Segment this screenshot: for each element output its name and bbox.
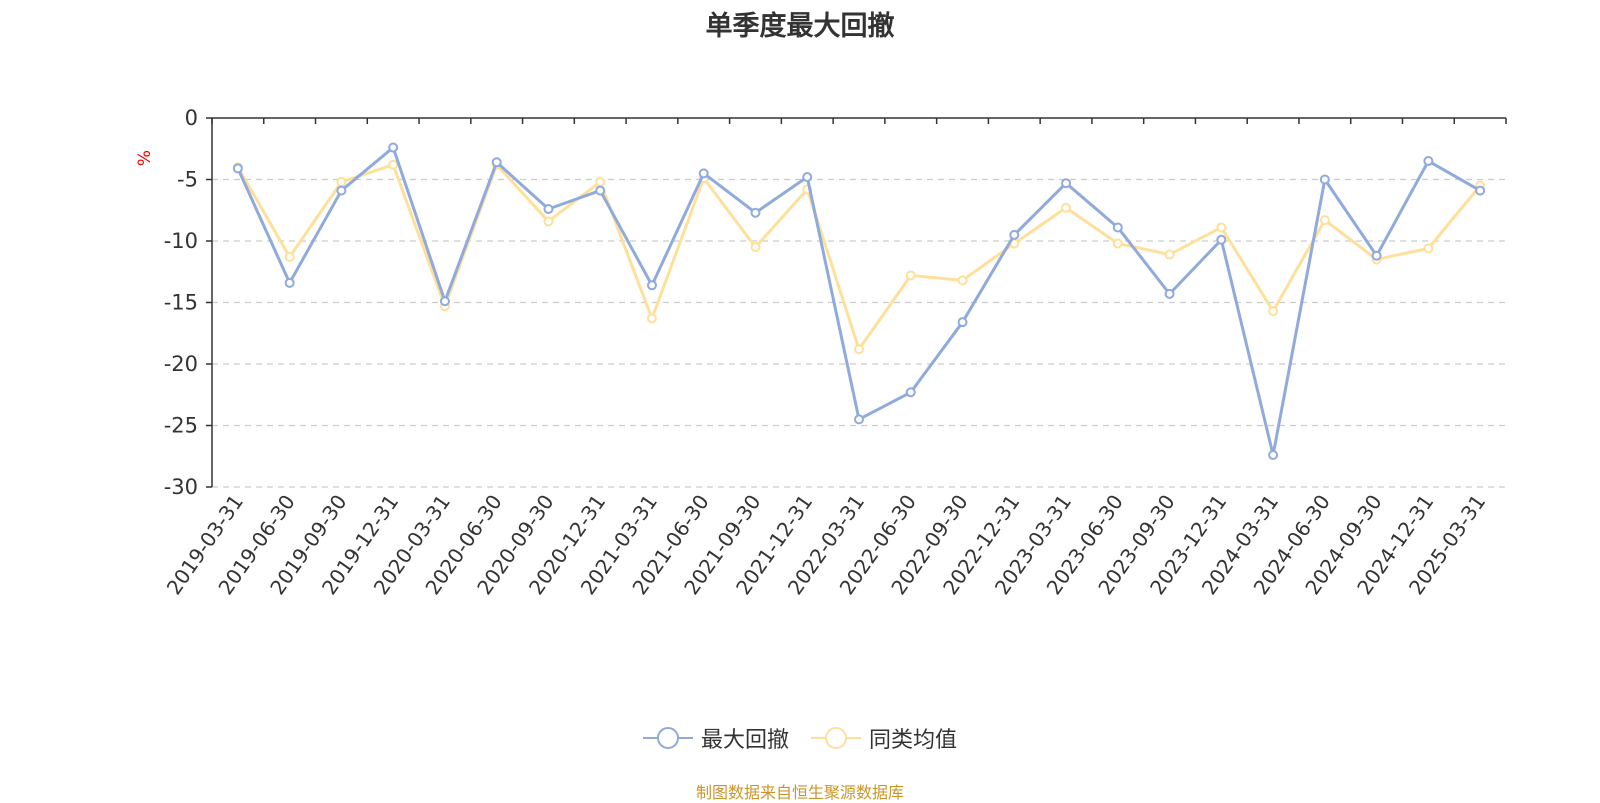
y-tick-label: -20 bbox=[164, 352, 198, 376]
data-point-series-1 bbox=[439, 296, 450, 307]
data-point-series-1 bbox=[1268, 450, 1279, 461]
data-point-series-1 bbox=[1319, 174, 1330, 185]
chart-title: 单季度最大回撤 bbox=[705, 11, 895, 42]
legend-label-series-1: 最大回撤 bbox=[700, 728, 789, 753]
grid-lines bbox=[212, 178, 1506, 488]
data-point-series-2 bbox=[336, 176, 347, 187]
y-tick-label: -25 bbox=[164, 414, 198, 438]
data-point-series-1 bbox=[388, 142, 399, 153]
data-point-series-2 bbox=[284, 251, 295, 262]
data-point-series-1 bbox=[543, 204, 554, 215]
data-point-series-2 bbox=[854, 344, 864, 355]
data-point-series-1 bbox=[957, 317, 968, 328]
y-axis-unit-label: % bbox=[135, 150, 155, 166]
series-lines bbox=[232, 142, 1486, 461]
data-point-series-1 bbox=[1371, 250, 1382, 261]
legend-label-series-2: 同类均值 bbox=[869, 728, 958, 753]
y-tick-label: -30 bbox=[164, 475, 198, 499]
data-point-series-2 bbox=[595, 176, 606, 187]
data-point-series-2 bbox=[1423, 243, 1434, 254]
series-line-2 bbox=[236, 163, 1482, 351]
data-point-series-2 bbox=[1319, 215, 1330, 226]
data-point-series-2 bbox=[388, 159, 399, 170]
y-tick-label: 0 bbox=[185, 106, 198, 130]
data-point-series-1 bbox=[284, 277, 295, 288]
data-point-series-2 bbox=[1164, 249, 1175, 260]
data-point-series-2 bbox=[1112, 238, 1123, 249]
data-point-series-1 bbox=[1061, 178, 1072, 189]
data-point-series-1 bbox=[698, 168, 709, 179]
legend-marker-series-2-icon bbox=[811, 727, 861, 749]
data-point-series-2 bbox=[905, 270, 916, 281]
data-point-series-1 bbox=[595, 185, 606, 196]
data-point-series-1 bbox=[491, 157, 502, 168]
data-point-series-1 bbox=[1009, 229, 1020, 240]
data-point-series-2 bbox=[1061, 202, 1072, 213]
legend-marker-series-1-icon bbox=[642, 727, 693, 749]
data-point-series-2 bbox=[1268, 306, 1279, 317]
data-point-series-1 bbox=[802, 172, 813, 183]
data-point-series-2 bbox=[646, 313, 657, 324]
legend: 最大回撤 同类均值 bbox=[0, 722, 1600, 754]
data-point-series-1 bbox=[1164, 288, 1175, 299]
source-note: 制图数据来自恒生聚源数据库 bbox=[695, 783, 904, 802]
data-point-series-1 bbox=[1475, 185, 1486, 196]
legend-item-series-2[interactable]: 同类均值 bbox=[811, 722, 957, 754]
data-point-series-1 bbox=[1216, 234, 1227, 245]
data-point-series-1 bbox=[905, 387, 916, 398]
data-point-series-1 bbox=[1423, 156, 1434, 167]
data-point-series-2 bbox=[1216, 222, 1227, 233]
series-line-1 bbox=[236, 146, 1481, 457]
data-point-series-1 bbox=[1112, 222, 1123, 233]
data-point-series-2 bbox=[543, 216, 554, 227]
legend-item-series-1[interactable]: 最大回撤 bbox=[642, 722, 789, 754]
data-point-series-2 bbox=[750, 242, 761, 253]
y-tick-label: -10 bbox=[164, 229, 198, 253]
data-point-series-1 bbox=[646, 280, 657, 291]
y-tick-label: -15 bbox=[164, 291, 198, 315]
data-point-series-1 bbox=[336, 185, 347, 196]
data-point-series-1 bbox=[750, 207, 761, 218]
data-point-series-1 bbox=[854, 414, 864, 425]
y-tick-label: -5 bbox=[177, 168, 198, 192]
data-point-series-1 bbox=[232, 163, 243, 174]
data-point-series-2 bbox=[957, 275, 968, 286]
